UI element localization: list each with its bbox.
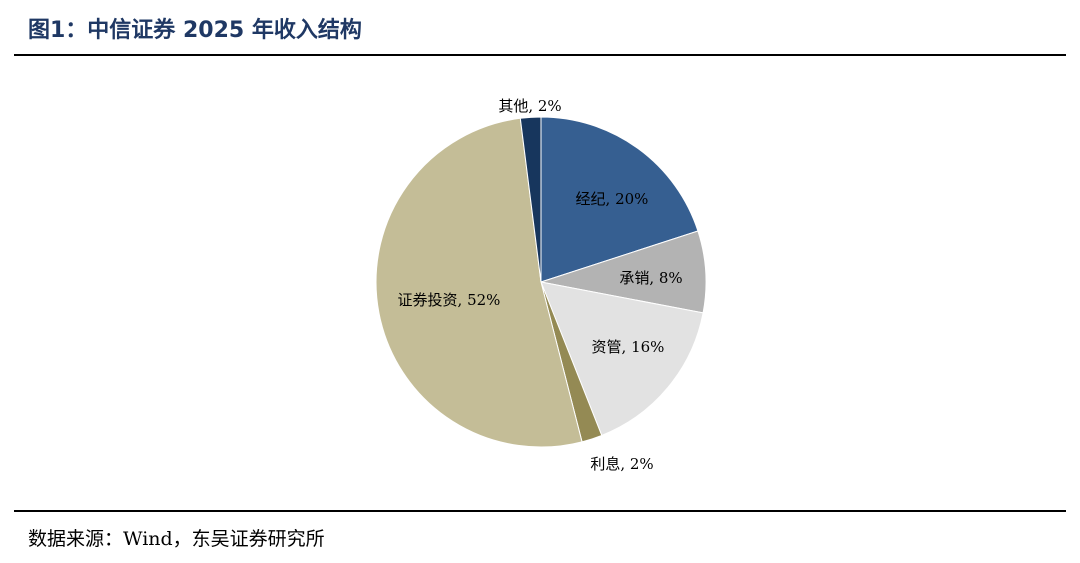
pie-label-承销: 承销, 8% bbox=[619, 269, 682, 287]
pie-chart: 经纪, 20% 承销, 8% 资管, 16% 利息, 2% 证券投资, 52% 其他, 2… bbox=[375, 97, 707, 473]
pie-slice-其他 bbox=[519, 116, 542, 283]
bottom-divider bbox=[14, 510, 1066, 512]
pie-label-资管: 资管, 16% bbox=[592, 338, 665, 356]
source-note: 数据来源：Wind，东吴证券研究所 bbox=[28, 528, 325, 550]
pie-labels: 经纪, 20% 承销, 8% 资管, 16% 利息, 2% 证券投资, 52% 其他, 2… bbox=[398, 97, 683, 473]
pie-slices bbox=[375, 116, 707, 448]
figure-title: 图1：中信证券 2025 年收入结构 bbox=[28, 18, 362, 43]
top-divider bbox=[14, 54, 1066, 56]
pie-label-利息: 利息, 2% bbox=[590, 455, 653, 473]
pie-slice-资管 bbox=[540, 281, 704, 437]
pie-label-经纪: 经纪, 20% bbox=[576, 190, 649, 208]
pie-label-证券投资: 证券投资, 52% bbox=[398, 291, 501, 309]
pie-label-其他: 其他, 2% bbox=[498, 97, 561, 115]
pie-slice-经纪 bbox=[540, 116, 699, 283]
